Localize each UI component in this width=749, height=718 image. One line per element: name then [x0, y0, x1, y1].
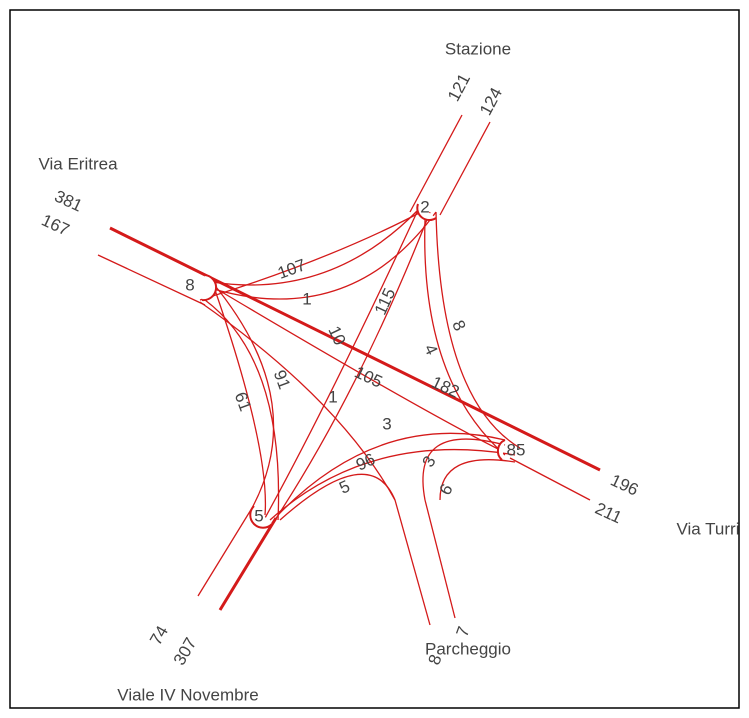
- approach-name: Stazione: [445, 39, 511, 58]
- node-label: 8: [185, 275, 194, 294]
- node-label: 2: [420, 197, 429, 216]
- flow: 3: [382, 414, 391, 433]
- nodes: [201, 203, 506, 529]
- node-label: 5: [254, 506, 263, 525]
- approach-name: Via Eritrea: [38, 154, 118, 173]
- flow: 1: [302, 289, 311, 308]
- approach-name: Parcheggio: [425, 639, 511, 658]
- node-label: 85: [507, 440, 526, 459]
- roads: [97, 114, 601, 626]
- flow: 1: [328, 387, 337, 406]
- approach-name: Viale IV Novembre: [117, 685, 258, 704]
- approach-name: Via Turri: [677, 519, 740, 538]
